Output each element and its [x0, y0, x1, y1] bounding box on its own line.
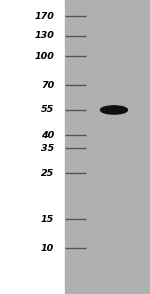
Text: 55: 55 [41, 106, 54, 114]
Text: 170: 170 [34, 12, 54, 21]
Text: 100: 100 [34, 52, 54, 61]
Text: 15: 15 [41, 215, 54, 223]
Text: 35: 35 [41, 144, 54, 153]
Bar [65, 0, 150, 294]
Text: 10: 10 [41, 244, 54, 253]
Ellipse shape [100, 106, 127, 114]
Text: 70: 70 [41, 81, 54, 90]
Text: 25: 25 [41, 169, 54, 178]
Text: 130: 130 [34, 31, 54, 40]
Text: 40: 40 [41, 131, 54, 140]
